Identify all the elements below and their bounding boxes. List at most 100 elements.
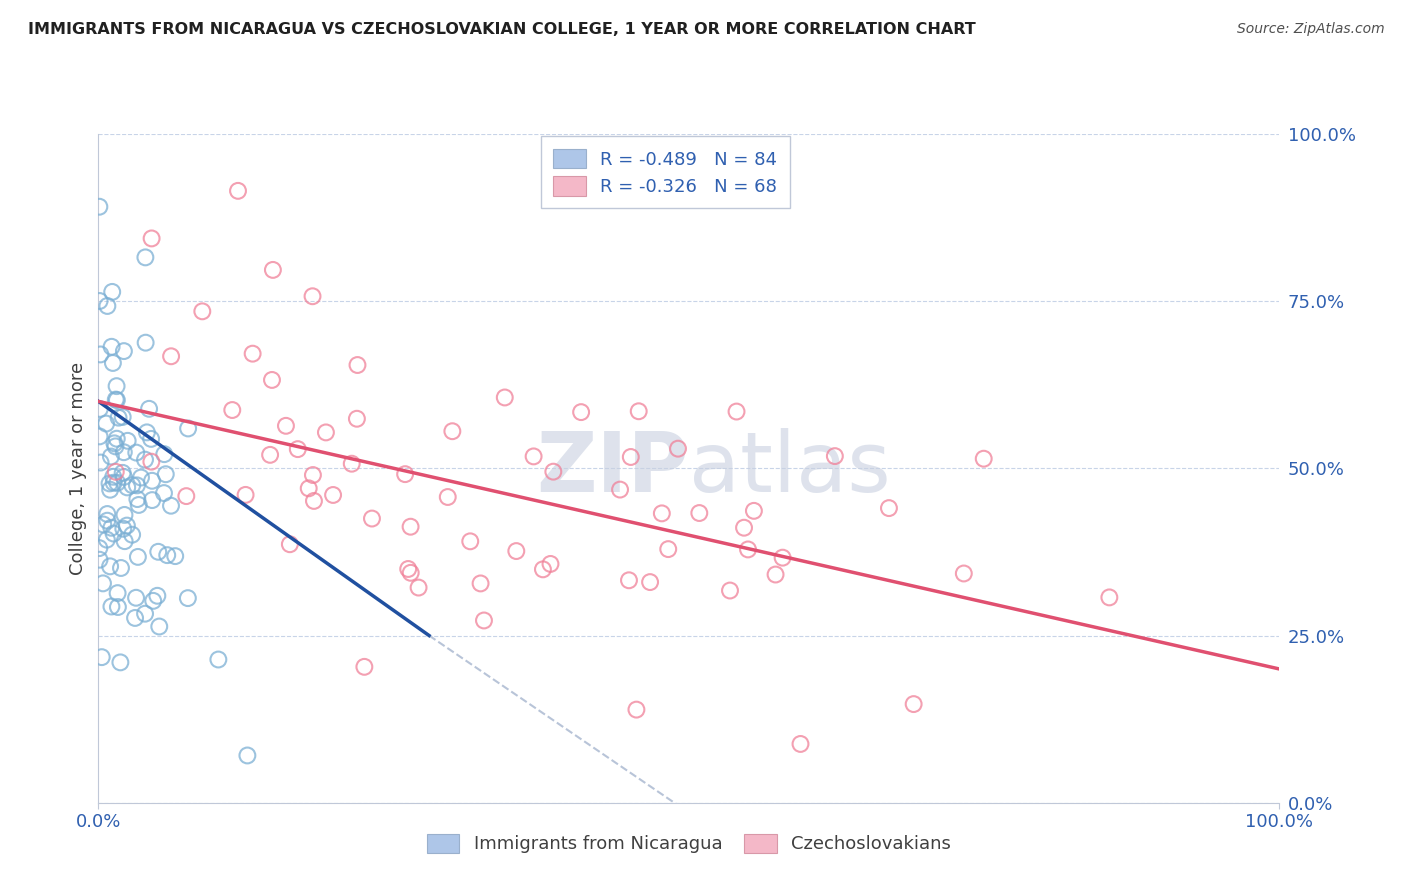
Point <box>523 450 546 464</box>
Point <box>353 660 375 674</box>
Point <box>146 589 169 603</box>
Point <box>160 349 183 363</box>
Point <box>107 586 129 600</box>
Text: Source: ZipAtlas.com: Source: ZipAtlas.com <box>1237 22 1385 37</box>
Point <box>89 293 111 308</box>
Point <box>114 534 136 549</box>
Point <box>103 475 125 490</box>
Point <box>125 478 148 492</box>
Point <box>278 537 301 551</box>
Point <box>176 489 198 503</box>
Point <box>90 650 112 665</box>
Point <box>148 619 170 633</box>
Point <box>540 557 562 571</box>
Point <box>125 591 148 605</box>
Point <box>115 518 138 533</box>
Point <box>725 404 748 418</box>
Point <box>103 470 125 484</box>
Point <box>346 411 368 425</box>
Point <box>361 511 384 525</box>
Point <box>620 450 643 464</box>
Point <box>127 492 149 507</box>
Point <box>91 517 114 532</box>
Point <box>101 356 124 370</box>
Point <box>156 548 179 562</box>
Point <box>505 544 527 558</box>
Point <box>141 231 163 245</box>
Point <box>399 566 422 580</box>
Point <box>134 251 156 265</box>
Point <box>134 452 156 467</box>
Point <box>657 542 679 557</box>
Text: atlas: atlas <box>689 428 890 508</box>
Point <box>89 552 111 566</box>
Point <box>153 447 176 461</box>
Point <box>543 465 565 479</box>
Point <box>651 507 673 521</box>
Point <box>191 304 214 318</box>
Point <box>153 486 176 500</box>
Point <box>117 434 139 448</box>
Point <box>877 501 900 516</box>
Point <box>531 562 554 576</box>
Point <box>98 476 121 491</box>
Point <box>262 263 284 277</box>
Point <box>733 521 755 535</box>
Point <box>90 456 112 470</box>
Point <box>436 490 458 504</box>
Point <box>96 299 118 313</box>
Point <box>260 373 283 387</box>
Point <box>626 703 648 717</box>
Point <box>441 424 464 438</box>
Point <box>104 439 127 453</box>
Point <box>789 737 811 751</box>
Point <box>165 549 187 563</box>
Point <box>472 614 495 628</box>
Point <box>128 498 150 512</box>
Point <box>112 445 135 459</box>
Point <box>110 561 132 575</box>
Point <box>124 611 146 625</box>
Point <box>129 470 152 484</box>
Point <box>207 652 229 666</box>
Point <box>101 285 124 299</box>
Point <box>112 522 135 536</box>
Point <box>141 493 163 508</box>
Point <box>104 392 127 407</box>
Point <box>89 200 111 214</box>
Point <box>408 581 430 595</box>
Point <box>141 455 163 469</box>
Point <box>302 494 325 508</box>
Point <box>112 470 135 484</box>
Point <box>742 504 765 518</box>
Point <box>96 507 118 521</box>
Point <box>105 392 128 407</box>
Point <box>494 391 516 405</box>
Point <box>142 594 165 608</box>
Point <box>89 347 111 361</box>
Point <box>688 506 710 520</box>
Point <box>160 499 183 513</box>
Point <box>737 542 759 557</box>
Point <box>96 514 118 528</box>
Point <box>638 575 661 590</box>
Point <box>973 451 995 466</box>
Point <box>666 442 689 456</box>
Point <box>346 358 368 372</box>
Point <box>115 480 138 494</box>
Point <box>94 417 117 431</box>
Point <box>114 508 136 522</box>
Point <box>138 401 160 416</box>
Point <box>287 442 309 457</box>
Point <box>111 466 134 480</box>
Point <box>340 457 363 471</box>
Point <box>569 405 592 419</box>
Point <box>135 335 157 350</box>
Point <box>89 541 111 555</box>
Point <box>104 465 127 479</box>
Point <box>259 448 281 462</box>
Point <box>177 421 200 435</box>
Point <box>96 533 118 547</box>
Point <box>100 450 122 464</box>
Y-axis label: College, 1 year or more: College, 1 year or more <box>69 362 87 574</box>
